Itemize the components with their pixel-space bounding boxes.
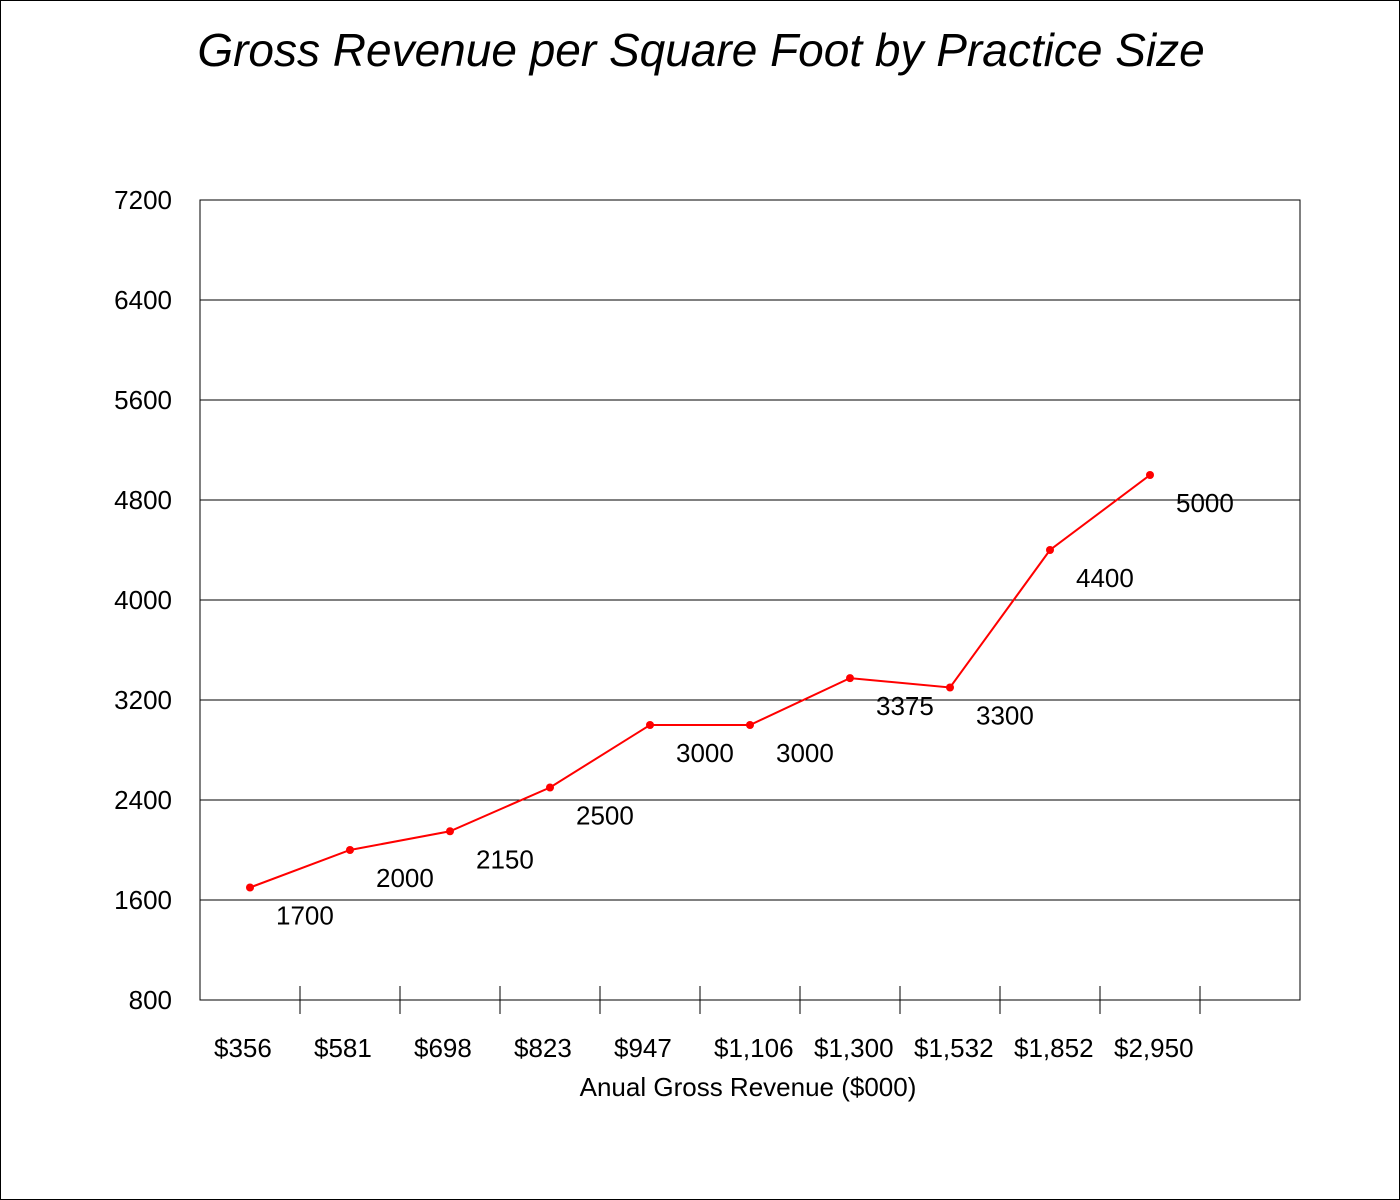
y-tick-label: 5600 — [114, 385, 172, 415]
y-tick-label: 4800 — [114, 485, 172, 515]
y-tick-label: 4000 — [114, 585, 172, 615]
y-axis: 800 1600 2400 3200 4000 4800 5600 6400 7200 — [114, 185, 172, 1015]
plot-area — [199, 199, 1301, 1001]
data-label: 1700 — [276, 901, 334, 931]
data-point — [546, 783, 554, 792]
data-point — [446, 827, 454, 836]
data-label: 3300 — [976, 701, 1034, 731]
y-tick-label: 3200 — [114, 685, 172, 715]
x-tick-label: $2,950 — [1114, 1033, 1194, 1063]
data-point — [846, 674, 854, 683]
data-point — [346, 846, 354, 854]
y-tick-label: 6400 — [114, 285, 172, 315]
x-axis: $356 $581 $698 $823 $947 $1,106 $1,300 $1,532 $1… — [214, 986, 1201, 1063]
data-label: 4400 — [1076, 563, 1134, 593]
data-point — [946, 683, 954, 692]
data-label: 5000 — [1176, 488, 1234, 518]
x-tick-label: $698 — [414, 1033, 472, 1063]
x-axis-label: Anual Gross Revenue ($000) — [580, 1072, 917, 1102]
y-tick-label: 7200 — [114, 185, 172, 215]
data-point — [246, 883, 254, 892]
x-tick-label: $947 — [614, 1033, 672, 1063]
x-tick-label: $1,300 — [814, 1033, 894, 1063]
data-label: 3000 — [776, 738, 834, 768]
data-label: 2000 — [376, 863, 434, 893]
data-point — [1146, 471, 1154, 479]
data-label: 3375 — [876, 691, 934, 721]
y-tick-label: 1600 — [114, 885, 172, 915]
y-tick-label: 2400 — [114, 785, 172, 815]
series-line — [249, 474, 1151, 889]
x-tick-label: $581 — [314, 1033, 372, 1063]
x-tick-label: $1,852 — [1014, 1033, 1094, 1063]
x-tick-label: $1,532 — [914, 1033, 994, 1063]
x-tick-label: $823 — [514, 1033, 572, 1063]
data-label: 2500 — [576, 801, 634, 831]
data-labels: 1700 2000 2150 2500 3000 3000 3375 3300 4400 5000 — [276, 488, 1234, 931]
data-point — [646, 721, 654, 729]
data-label: 2150 — [476, 844, 534, 874]
x-tick-label: $1,106 — [714, 1033, 794, 1063]
chart-title: Gross Revenue per Square Foot by Practic… — [197, 24, 1205, 76]
data-label: 3000 — [676, 738, 734, 768]
y-tick-label: 800 — [129, 985, 172, 1015]
data-point — [746, 721, 754, 729]
x-tick-label: $356 — [214, 1033, 272, 1063]
series-line-group — [246, 471, 1154, 892]
gridlines — [200, 299, 1300, 901]
data-point — [1046, 546, 1054, 554]
